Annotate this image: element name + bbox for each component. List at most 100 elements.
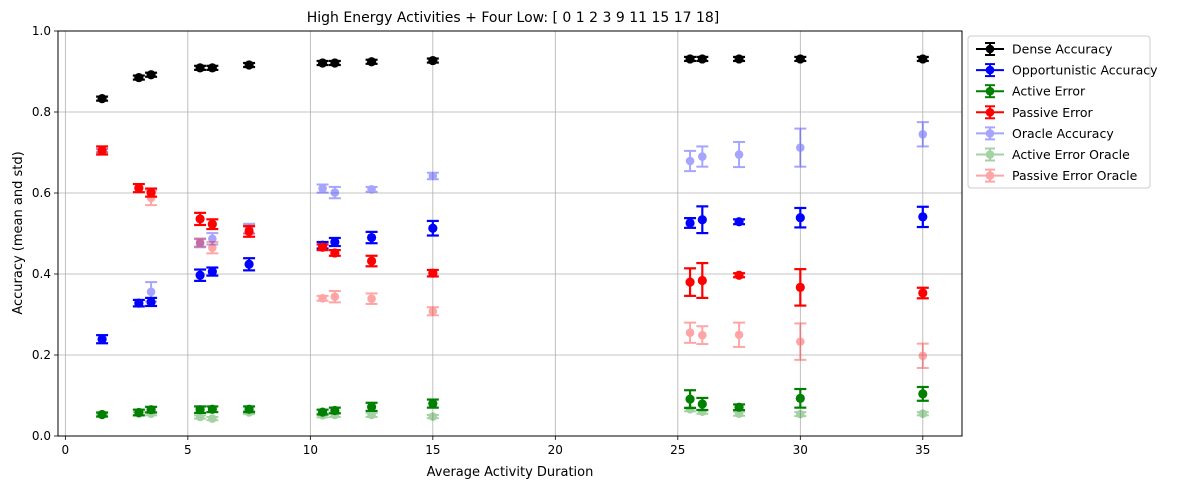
- data-point: [195, 270, 205, 280]
- series-passive-error: [96, 145, 929, 307]
- data-point: [207, 266, 217, 277]
- legend-label: Dense Accuracy: [1012, 42, 1113, 57]
- y-axis-label: Accuracy (mean and std): [11, 151, 26, 314]
- data-point: [317, 407, 328, 417]
- data-point: [97, 409, 107, 420]
- data-point: [146, 297, 156, 307]
- data-point: [685, 328, 695, 338]
- data-point: [208, 414, 217, 423]
- data-point: [134, 407, 144, 418]
- data-point: [796, 337, 805, 346]
- data-point: [330, 405, 340, 416]
- legend-dot: [985, 171, 995, 180]
- legend-marker: [976, 42, 1004, 56]
- data-point: [734, 270, 744, 280]
- legend-label: Active Error: [1012, 84, 1086, 99]
- data-point: [918, 351, 928, 361]
- data-point: [697, 54, 707, 64]
- data-point: [428, 399, 438, 409]
- data-point: [795, 213, 805, 223]
- data-point: [207, 404, 217, 414]
- data-point: [318, 184, 327, 193]
- data-point: [697, 275, 707, 286]
- data-point: [734, 54, 744, 64]
- data-point: [317, 58, 328, 68]
- series-active-error-oracle: [96, 404, 929, 423]
- data-point: [97, 94, 107, 104]
- chart-title: High Energy Activities + Four Low: [ 0 1…: [307, 10, 720, 26]
- data-point: [918, 129, 928, 139]
- data-point: [195, 412, 205, 422]
- data-point: [918, 288, 928, 298]
- x-tick-label: 20: [548, 443, 563, 457]
- data-point: [796, 143, 805, 152]
- data-point: [330, 248, 340, 258]
- data-point: [795, 282, 805, 292]
- data-point: [428, 171, 438, 181]
- plot-frame: [57, 30, 963, 437]
- data-point: [796, 409, 805, 419]
- y-tick-label: 0.8: [32, 105, 51, 119]
- x-axis-label: Average Activity Duration: [427, 465, 594, 480]
- legend-label: Passive Error Oracle: [1012, 168, 1138, 183]
- x-tick-label: 25: [670, 443, 685, 457]
- data-point: [698, 330, 707, 340]
- legend-item: Active Error: [976, 84, 1086, 99]
- data-point: [734, 217, 744, 227]
- data-point: [134, 72, 144, 83]
- legend-marker: [976, 63, 1004, 78]
- legend-dot: [985, 44, 995, 54]
- legend-marker: [976, 147, 1004, 162]
- data-point: [195, 63, 205, 73]
- data-point: [367, 185, 376, 194]
- legend-dot: [985, 129, 995, 138]
- y-tick-label: 1.0: [32, 24, 51, 38]
- x-tick-label: 35: [915, 443, 930, 457]
- y-tick-label: 0.0: [32, 429, 51, 443]
- data-point: [367, 410, 376, 420]
- legend-item: Dense Accuracy: [976, 42, 1113, 57]
- legend-item: Active Error Oracle: [976, 147, 1130, 162]
- data-point: [918, 409, 928, 419]
- legend-dot: [985, 86, 995, 96]
- y-tick-label: 0.4: [32, 267, 51, 281]
- series-active-error: [96, 385, 929, 420]
- data-point: [428, 412, 438, 421]
- data-point: [698, 152, 707, 161]
- data-point: [207, 219, 217, 229]
- data-point: [195, 238, 205, 247]
- data-point: [366, 402, 377, 412]
- legend-dot: [985, 108, 995, 117]
- data-point: [697, 215, 707, 225]
- data-point: [734, 409, 744, 419]
- data-point: [207, 63, 217, 73]
- series-layer: [96, 54, 929, 423]
- data-point: [685, 54, 695, 64]
- data-point: [208, 234, 217, 244]
- legend-item: Passive Error: [976, 105, 1094, 120]
- data-point: [366, 57, 377, 67]
- series-dense-accuracy: [96, 54, 929, 104]
- y-axis: 0.0 0.2 0.4 0.6 0.8 1.0: [32, 24, 58, 443]
- data-point: [244, 259, 254, 269]
- data-point: [244, 60, 254, 70]
- data-point: [208, 243, 217, 252]
- data-point: [330, 58, 340, 68]
- data-point: [146, 187, 156, 198]
- legend-marker: [976, 168, 1004, 183]
- legend-marker: [976, 84, 1004, 99]
- data-point: [195, 214, 205, 224]
- data-point: [366, 232, 377, 243]
- data-point: [795, 54, 805, 64]
- data-point: [195, 238, 205, 248]
- data-point: [795, 393, 805, 403]
- legend-dot: [985, 65, 995, 75]
- x-tick-label: 5: [184, 443, 192, 457]
- data-point: [134, 183, 144, 193]
- legend-label: Oracle Accuracy: [1012, 126, 1114, 141]
- data-point: [318, 294, 327, 303]
- data-point: [685, 277, 695, 287]
- data-point: [244, 404, 254, 414]
- y-tick-label: 0.2: [32, 348, 51, 362]
